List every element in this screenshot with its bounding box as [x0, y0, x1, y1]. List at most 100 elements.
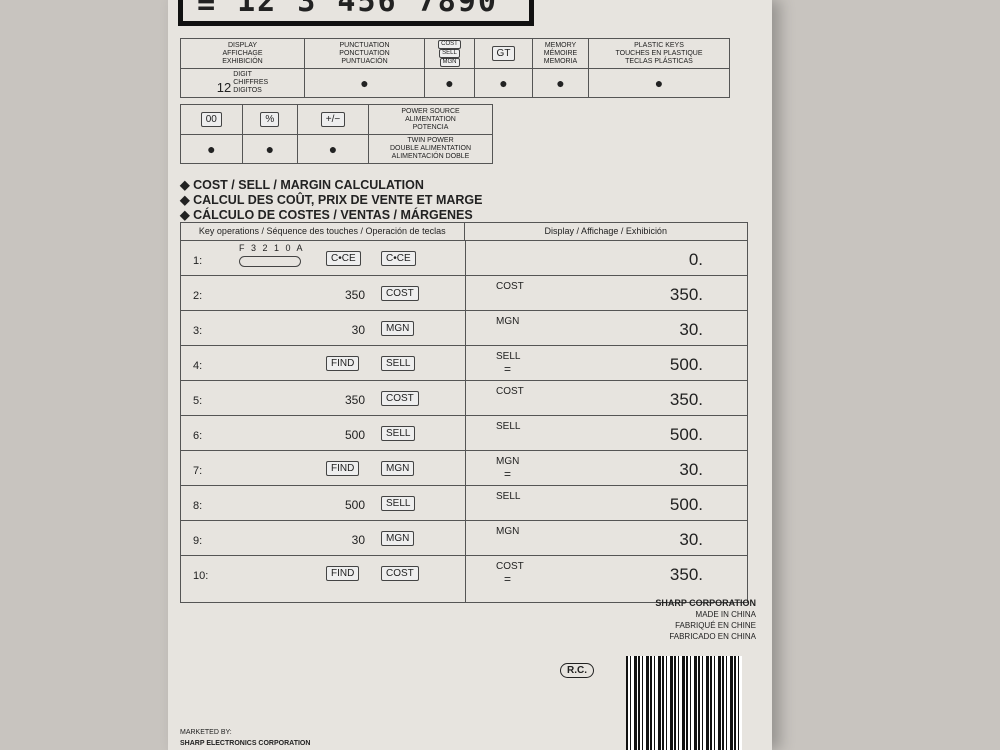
package-back: ≡ 12 3 456 7890 12. DISPLAY AFFICHAGE EX…: [168, 0, 772, 750]
display-value: 350.: [669, 285, 703, 304]
dot: ●: [297, 134, 369, 164]
display-cell: COST 350.: [466, 276, 747, 310]
key-00: 00: [180, 104, 243, 135]
entry-value: 30: [351, 533, 365, 547]
key-sell: SELL: [381, 426, 416, 441]
display-value: 350.: [669, 390, 703, 409]
display-indicator: COST: [496, 281, 524, 292]
operations-table: Key operations / Séquence des touches / …: [180, 222, 748, 603]
dot: ●: [532, 68, 589, 98]
col-display: Display / Affichage / Exhibición: [544, 226, 667, 236]
operation-row: 10: FIND COST COST = 350.: [181, 556, 747, 602]
key-ops-cell: 4: FIND SELL: [181, 346, 466, 380]
key-cost: COST: [381, 566, 419, 581]
entry-value: 500: [344, 498, 365, 512]
display-cell: SELL 500.: [466, 486, 747, 520]
spec-csm-header: COST SELL MGN: [424, 38, 475, 69]
operation-row: 7: FIND MGN MGN = 30.: [181, 451, 747, 486]
barcode: [626, 656, 742, 750]
step-number: 10:: [193, 570, 209, 582]
operation-row: 8: 500 SELL SELL 500.: [181, 486, 747, 521]
key-mgn: MGN: [381, 461, 415, 476]
spec-table-2: 00 % +/− POWER SOURCE ALIMENTATION POTEN…: [180, 104, 493, 164]
key-cost: COST: [381, 391, 419, 406]
display-indicator: COST: [496, 386, 524, 397]
power-switch-slider: [239, 256, 301, 267]
display-value: 30.: [679, 460, 703, 479]
display-indicator: MGN: [496, 526, 520, 537]
key-cost: COST: [381, 286, 419, 301]
display-cell: SELL 500.: [466, 416, 747, 450]
key-ops-cell: 1: F 3 2 1 0 A C•CE C•CE: [181, 241, 466, 275]
step-number: 8:: [193, 500, 203, 512]
key-ops-cell: 2: 350 COST: [181, 276, 466, 310]
key-c-ce: C•CE: [381, 251, 416, 266]
equals-indicator: =: [504, 467, 512, 481]
section-heading: ◆ COST / SELL / MARGIN CALCULATION ◆ CAL…: [180, 178, 483, 222]
entry-value: 350: [344, 288, 365, 302]
key-find: FIND: [326, 356, 360, 371]
made-in: SHARP CORPORATION MADE IN CHINA FABRIQUÉ…: [655, 598, 756, 641]
key-plus-minus: +/−: [297, 104, 369, 135]
operation-row: 3: 30 MGN MGN 30.: [181, 311, 747, 346]
marketer: MARKETED BY: SHARP ELECTRONICS CORPORATI…: [180, 729, 311, 747]
display-indicator: SELL: [496, 351, 521, 362]
display-value: 500.: [669, 495, 703, 514]
step-number: 3:: [193, 325, 203, 337]
dot: ●: [588, 68, 730, 98]
entry-value: 350: [344, 393, 365, 407]
operation-row: 1: F 3 2 1 0 A C•CE C•CE 0.: [181, 241, 747, 276]
step-number: 9:: [193, 535, 203, 547]
lcd-display-sample: ≡ 12 3 456 7890 12.: [178, 0, 534, 26]
key-mgn: MGN: [381, 531, 415, 546]
display-cell: COST = 350.: [466, 556, 747, 602]
spec-plastic-header: PLASTIC KEYS TOUCHES EN PLASTIQUE TECLAS…: [588, 38, 730, 69]
step-number: 1:: [193, 255, 203, 267]
display-value: 500.: [669, 355, 703, 374]
step-number: 6:: [193, 430, 203, 442]
step-number: 5:: [193, 395, 203, 407]
key-mgn: MGN: [381, 321, 415, 336]
operation-row: 4: FIND SELL SELL = 500.: [181, 346, 747, 381]
equals-indicator: =: [504, 572, 512, 586]
display-cell: MGN 30.: [466, 311, 747, 345]
display-value: 30.: [679, 320, 703, 339]
entry-value: 500: [344, 428, 365, 442]
display-indicator: COST: [496, 561, 524, 572]
display-cell: COST 350.: [466, 381, 747, 415]
key-ops-cell: 6: 500 SELL: [181, 416, 466, 450]
operation-row: 6: 500 SELL SELL 500.: [181, 416, 747, 451]
entry-value: 30: [351, 323, 365, 337]
dot: ●: [304, 68, 425, 98]
key-sell: SELL: [381, 356, 416, 371]
display-indicator: SELL: [496, 491, 521, 502]
dot: ●: [241, 134, 299, 164]
operation-row: 9: 30 MGN MGN 30.: [181, 521, 747, 556]
display-cell: SELL = 500.: [466, 346, 747, 380]
dot: ●: [474, 68, 533, 98]
rc-mark: R.C.: [560, 663, 594, 678]
col-key-operations: Key operations / Séquence des touches / …: [181, 223, 465, 240]
key-find: FIND: [326, 566, 360, 581]
spec-digits: 12 DIGIT CHIFFRES DIGITOS: [180, 68, 305, 98]
power-switch: F 3 2 1 0 A: [239, 243, 305, 253]
power-header: POWER SOURCE ALIMENTATION POTENCIA: [368, 104, 493, 135]
step-number: 2:: [193, 290, 203, 302]
power-value: TWIN POWER DOUBLE ALIMENTATION ALIMENTAC…: [368, 134, 493, 164]
display-value: 500.: [669, 425, 703, 444]
display-cell: MGN 30.: [466, 521, 747, 555]
spec-gt-header: GT: [474, 38, 533, 69]
spec-table: DISPLAY AFFICHAGE EXHIBICIÓN PUNCTUATION…: [180, 38, 730, 98]
equals-indicator: =: [504, 362, 512, 376]
key-ops-cell: 8: 500 SELL: [181, 486, 466, 520]
display-value: 0.: [688, 250, 703, 269]
step-number: 4:: [193, 360, 203, 372]
display-value: 350.: [669, 565, 703, 584]
key-ops-cell: 10: FIND COST: [181, 556, 466, 602]
spec-punct-header: PUNCTUATION PONCTUATION PUNTUACIÓN: [304, 38, 425, 69]
step-number: 7:: [193, 465, 203, 477]
dot: ●: [180, 134, 243, 164]
dot: ●: [424, 68, 475, 98]
spec-display-header: DISPLAY AFFICHAGE EXHIBICIÓN: [180, 38, 305, 69]
key-ops-cell: 7: FIND MGN: [181, 451, 466, 485]
